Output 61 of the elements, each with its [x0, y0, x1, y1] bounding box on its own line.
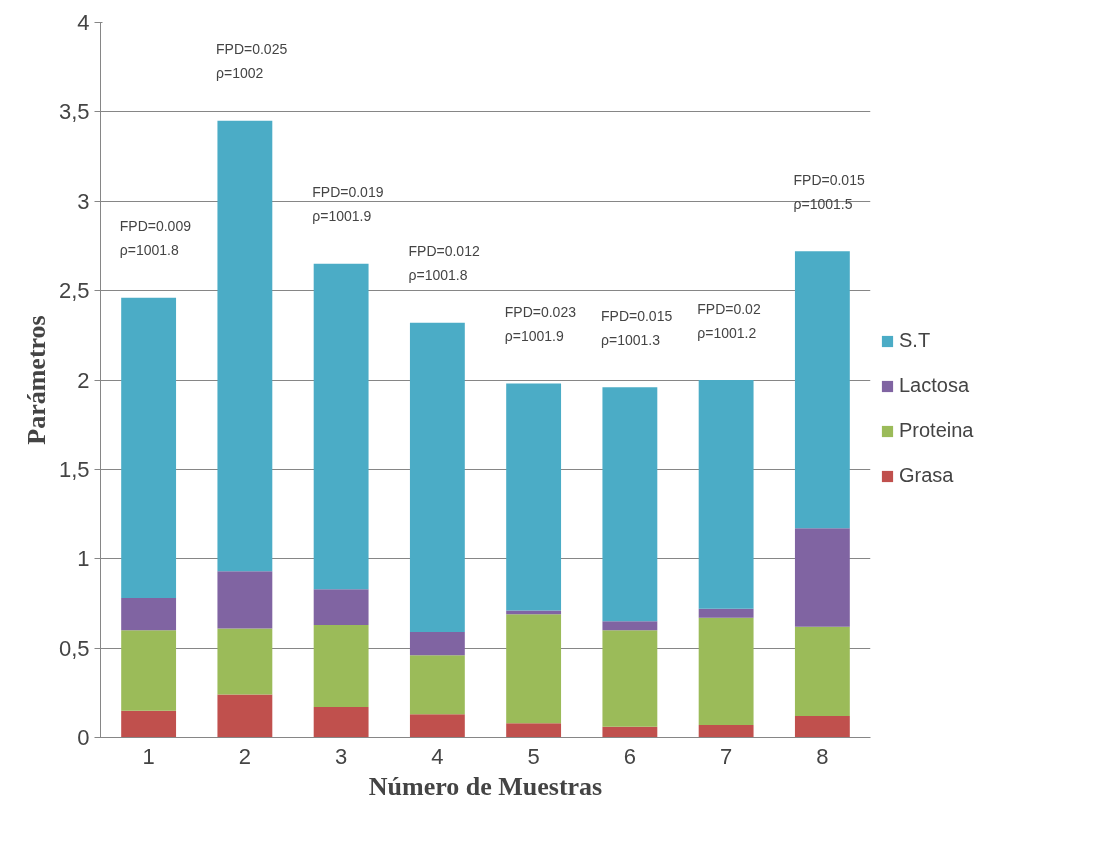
y-tick-label: 3: [77, 188, 90, 214]
legend-label: Proteina: [899, 419, 974, 442]
bar: [121, 297, 177, 599]
y-tick-label: 3,5: [58, 99, 90, 125]
bar: [794, 251, 850, 529]
bar: [506, 383, 562, 611]
x-tick-label: 1: [142, 743, 155, 769]
bar: [409, 322, 465, 633]
bar: [506, 723, 562, 738]
y-tick-label: 2: [77, 367, 90, 393]
x-tick-label: 8: [816, 743, 829, 769]
bar: [506, 614, 562, 724]
bar: [121, 598, 177, 631]
bar: [602, 726, 658, 738]
bar: [217, 120, 273, 572]
x-tick-label: 3: [335, 743, 348, 769]
bar: [217, 628, 273, 695]
bar: [698, 724, 754, 738]
y-axis-title: Parámetros: [21, 315, 51, 445]
bar: [121, 710, 177, 738]
x-axis-title: Número de Muestras: [368, 771, 603, 801]
bar: [409, 632, 465, 656]
bar: [794, 716, 850, 738]
bar: [313, 589, 369, 625]
x-tick-label: 6: [623, 743, 637, 769]
bar: [698, 608, 754, 618]
annotation: FPD=0.015 ρ=1001.3: [601, 307, 673, 348]
annotation: FPD=0.019 ρ=1001.9: [312, 184, 384, 225]
bar: [794, 626, 850, 717]
bar: [217, 694, 273, 738]
annotation: FPD=0.02 ρ=1001.2: [697, 300, 761, 341]
bar: [698, 617, 754, 725]
bar: [313, 263, 369, 590]
x-tick-label: 7: [720, 743, 733, 769]
x-tick-label: 2: [238, 743, 252, 769]
bar: [698, 380, 754, 609]
y-tick-label: 4: [77, 10, 90, 35]
legend-label: Lactosa: [899, 374, 970, 397]
y-tick-label: 0: [77, 725, 90, 750]
annotation: FPD=0.023 ρ=1001.9: [504, 304, 577, 345]
bar: [602, 387, 658, 622]
bar: [794, 528, 850, 627]
bar: [217, 571, 273, 629]
bar: [409, 714, 465, 738]
bar: [409, 655, 465, 715]
bar: [313, 624, 369, 708]
legend-label: Grasa: [899, 464, 954, 487]
y-tick-label: 0,5: [58, 635, 90, 661]
y-tick-label: 1,5: [58, 456, 90, 482]
y-tick-label: 2,5: [58, 278, 90, 304]
bar: [602, 621, 658, 631]
bar: [121, 630, 177, 711]
legend-label: S.T: [899, 329, 931, 352]
y-tick-label: 1: [77, 546, 90, 572]
annotation: FPD=0.012 ρ=1001.8: [408, 243, 480, 284]
bar: [313, 707, 369, 738]
annotation: FPD=0.025 ρ=1002: [216, 41, 288, 82]
bar: [602, 630, 658, 727]
x-tick-label: 4: [431, 743, 444, 769]
x-tick-label: 5: [527, 743, 540, 769]
annotation: FPD=0.009 ρ=1001.8: [119, 218, 192, 259]
